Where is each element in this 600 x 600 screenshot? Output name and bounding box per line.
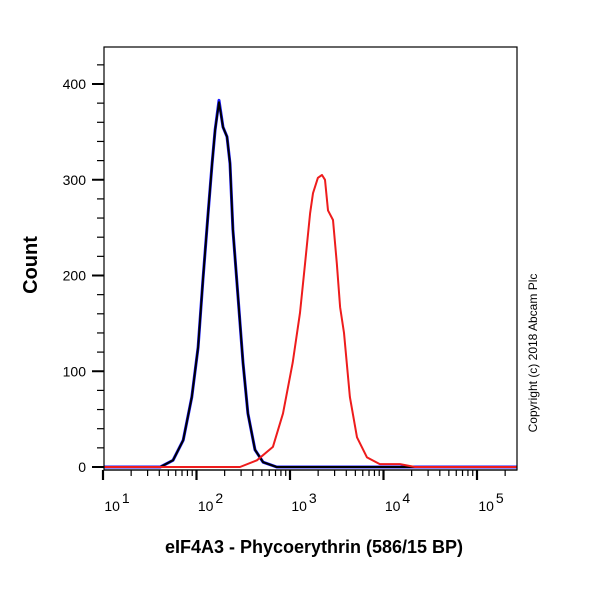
copyright-annotation: Copyright (c) 2018 Abcam Plc [526, 274, 540, 433]
histogram-curves [104, 98, 517, 469]
plot-frame [103, 46, 518, 471]
y-tick-label: 0 [78, 459, 86, 475]
y-tick-label: 400 [63, 76, 87, 92]
series-1-line [104, 101, 517, 468]
x-tick-label: 10 5 [478, 490, 504, 514]
x-tick-label: 10 4 [385, 490, 411, 514]
x-axis-label: eIF4A3 - Phycoerythrin (586/15 BP) [165, 537, 463, 557]
y-axis: 0 100 200 300 400 [63, 64, 104, 475]
y-tick-label: 300 [63, 172, 87, 188]
x-tick-label: 10 3 [291, 490, 317, 514]
x-axis: 10 1 10 2 10 3 10 4 10 5 [101, 469, 517, 514]
series-0-line [104, 98, 517, 469]
x-tick-label: 10 2 [198, 490, 224, 514]
y-tick-label: 200 [63, 268, 87, 284]
y-tick-label: 100 [63, 363, 87, 379]
y-axis-label: Count [20, 236, 42, 294]
x-tick-label: 10 1 [104, 490, 130, 514]
series-2-line [104, 174, 517, 468]
